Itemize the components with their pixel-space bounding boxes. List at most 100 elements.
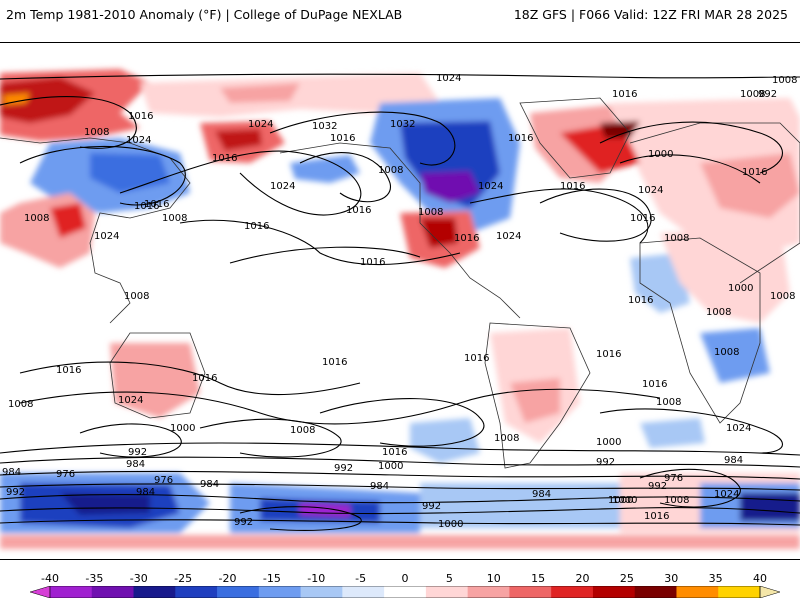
warm-anomaly [220,83,300,103]
isobar [599,408,783,454]
isobar-label: 1016 [612,89,637,100]
isobar-label: 1024 [726,423,751,434]
isobar [639,468,741,508]
colorbar-segment [91,586,135,598]
isobar-label: 992 [422,501,441,512]
isobar [0,442,800,456]
isobar-label: 992 [234,517,253,528]
colorbar-extend-max [759,586,781,598]
isobar-label: 1008 [84,127,109,138]
colorbar-segment [718,586,761,598]
coastline [629,122,800,284]
isobar [0,456,800,468]
colorbar-tick-label: 10 [486,572,501,585]
isobar-label: 1016 [464,353,489,364]
strong-cold-anomaly [420,171,480,203]
isobar-label: 1008 [664,495,689,506]
isobar-label: 1016 [322,357,347,368]
colorbar-labels: -40 -35 -30 -25 -20 -15 -10 -5 0 5 10 15 20 25 30 35 40 [0,572,800,586]
isobar-label: 1016 [628,295,653,306]
isobar-label: 1016 [360,257,385,268]
isobar-label: 1016 [644,511,669,522]
strong-cold-anomaly [740,493,800,521]
colorbar-scale [29,586,781,598]
isobar [0,470,800,480]
coastline [484,322,591,469]
isobar-label: 1000 [608,495,633,506]
isobar [0,483,800,491]
isobar-label: 1008 [124,291,149,302]
warm-anomaly [0,535,800,549]
isobar-label: 1024 [436,73,461,84]
strong-warm-anomaly [215,129,262,151]
isobar-label: 1008 [378,165,403,176]
strong-cold-anomaly [60,493,150,515]
isobar-label: 1000 [170,423,195,434]
anomaly-shading [0,69,800,549]
isobar [179,219,461,266]
isobar-label: 992 [128,447,147,458]
colorbar-tick-label: -30 [129,572,148,585]
strong-warm-anomaly [420,218,458,248]
colorbar-tick-label: -10 [307,572,326,585]
isobar-label: 1024 [270,181,295,192]
map-panel[interactable]: 1024 1008 1016 1008 992 1024 1016 1024 1… [0,42,800,560]
strong-cold-anomaly [300,503,350,517]
isobar-label: 1000 [596,437,621,448]
cold-anomaly [700,328,770,383]
colorbar-segment [384,586,427,598]
isobar-label: 1016 [382,447,407,458]
isobar-label: 992 [758,89,777,100]
isobar-label: 1024 [94,231,119,242]
isobar [19,361,361,396]
isobar-label: 1008 [740,89,765,100]
isobar-label: 1032 [312,121,337,132]
isobar-label: 1016 [346,205,371,216]
isobar-label: 1000 [648,149,673,160]
isobar-label: 1000 [378,461,403,472]
isobar-label: 1016 [192,373,217,384]
isobar-label: 1008 [24,213,49,224]
colorbar-tick-label: -20 [218,572,237,585]
isobar [619,154,761,184]
colorbar: -40 -35 -30 -25 -20 -15 -10 -5 0 5 10 15 20 25 30 35 40 [0,570,800,600]
isobar [19,388,661,425]
isobar [119,150,362,216]
coastlines [0,97,800,469]
coastline [279,142,521,319]
colorbar-segment [217,586,260,598]
colorbar-tick-label: 0 [401,572,409,585]
colorbar-tick-label: -5 [355,572,367,585]
isobar-label: 1024 [478,181,503,192]
colorbar-segment [342,586,385,598]
isobar [199,418,342,458]
isobar-label: 1016 [212,153,237,164]
isobar-label: 984 [200,479,219,490]
isobar-label: 1008 [290,425,315,436]
coastline [639,237,761,424]
colorbar-tick-label: 5 [445,572,453,585]
strong-warm-anomaly [50,203,86,238]
isobar-label: 984 [370,481,389,492]
strong-warm-anomaly [0,77,95,123]
colorbar-segment [425,586,469,598]
isobar [0,519,800,526]
isobar-label: 1016 [596,349,621,360]
colorbar-segment [592,586,636,598]
warm-anomaly [660,228,790,323]
colorbar-segment [175,586,218,598]
isobar-label: 1000 [728,283,753,294]
colorbar-tick-label: 20 [575,572,590,585]
cold-anomaly [290,155,360,183]
isobar-label: 1024 [638,185,663,196]
colorbar-tick-label: -15 [262,572,281,585]
isobar-label: 1008 [706,307,731,318]
isobar-label: 1016 [642,379,667,390]
isobar [0,506,800,515]
isobar-label: 1016 [244,221,269,232]
warm-anomaly [110,343,200,418]
isobar-label: 1008 [8,399,33,410]
isobar-label: 992 [334,463,353,474]
colorbar-segment [551,586,594,598]
isobar-label: 1016 [560,181,585,192]
